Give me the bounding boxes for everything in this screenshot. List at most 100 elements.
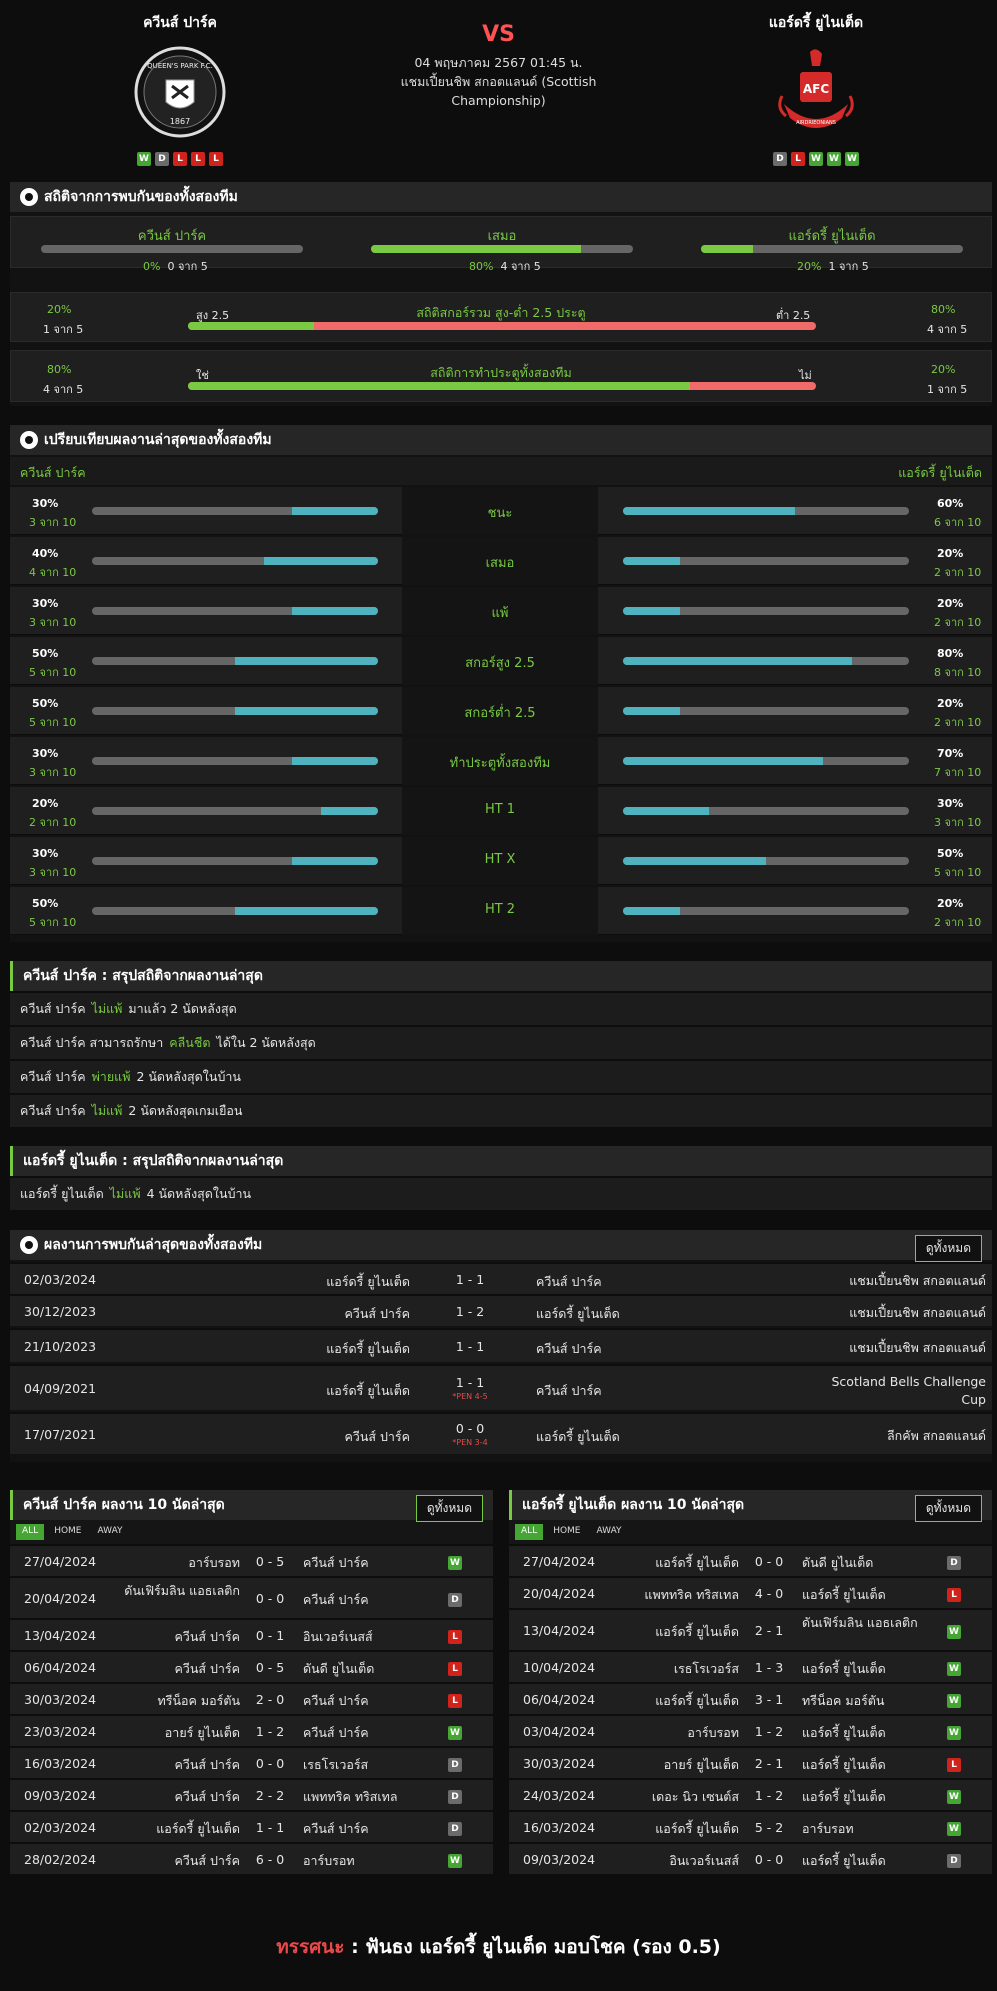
result-score: 0 - 0 — [754, 1852, 784, 1867]
result-away: อาร์บรอท — [802, 1821, 854, 1836]
last10-away-section: แอร์ดรี้ ยูไนเต็ด ผลงาน 10 นัดล่าสุด ดูท… — [509, 1490, 992, 1874]
result-home: ควีนส์ ปาร์ค — [174, 1661, 240, 1676]
tab-home[interactable]: HOME — [553, 1526, 581, 1536]
result-row[interactable]: 13/04/2024 แอร์ดรี้ ยูไนเต็ด 2 - 1 ดันเฟิร์… — [509, 1608, 992, 1650]
result-row[interactable]: 09/03/2024 อินเวอร์เนสส์ 0 - 0 แอร์ดรี้ ยูไ… — [509, 1842, 992, 1874]
h2h-date: 02/03/2024 — [24, 1272, 97, 1287]
away-pct: 70% — [937, 747, 964, 760]
match-league: แชมเปี้ยนชิพ สกอตแลนด์ (Scottish Champio… — [400, 74, 597, 108]
result-row[interactable]: 27/04/2024 อาร์บรอท 0 - 5 ควีนส์ ปาร์ค W — [10, 1544, 493, 1576]
result-badge: D — [947, 1854, 961, 1868]
away-pct: 20% — [937, 897, 964, 910]
prediction-separator: : — [351, 1936, 359, 1958]
away-pct: 20% — [937, 697, 964, 710]
result-row[interactable]: 20/04/2024 แพททริค ทริสเทล 4 - 0 แอร์ดรี้ ย… — [509, 1576, 992, 1608]
result-home: อินเวอร์เนสส์ — [669, 1853, 739, 1868]
h2h-draw-stat: 80% 4 จาก 5 — [469, 260, 541, 273]
away-of: 2 จาก 10 — [934, 616, 982, 629]
result-date: 13/04/2024 — [24, 1628, 97, 1643]
compare-row: 30% 3 จาก 10 ชนะ 60% 6 จาก 10 — [10, 487, 992, 535]
tab-home[interactable]: HOME — [54, 1526, 82, 1536]
away-pct: 30% — [937, 797, 964, 810]
result-row[interactable]: 13/04/2024 ควีนส์ ปาร์ค 0 - 1 อินเวอร์เนสส์… — [10, 1618, 493, 1650]
result-row[interactable]: 16/03/2024 ควีนส์ ปาร์ค 0 - 0 เรธโรเวอร์ส D — [10, 1746, 493, 1778]
btts-right-pct: 20% — [931, 363, 956, 376]
view-all-home-button[interactable]: ดูทั้งหมด — [415, 1495, 483, 1522]
home-bar — [92, 757, 378, 765]
tab-away[interactable]: AWAY — [596, 1526, 622, 1536]
result-row[interactable]: 16/03/2024 แอร์ดรี้ ยูไนเต็ด 5 - 2 อาร์บรอท… — [509, 1810, 992, 1842]
away-bar — [623, 807, 909, 815]
result-row[interactable]: 27/04/2024 แอร์ดรี้ ยูไนเต็ด 0 - 0 ดันดี ยู… — [509, 1544, 992, 1576]
ou-box: 20% 1 จาก 5 สูง 2.5 สถิติสกอร์รวม สูง-ต่… — [10, 292, 992, 342]
result-date: 27/04/2024 — [523, 1554, 596, 1569]
away-bar — [623, 607, 909, 615]
home-bar-fill — [320, 807, 378, 815]
summary-highlight: ไม่แพ้ — [109, 1186, 141, 1201]
compare-row: 30% 3 จาก 10 ทำประตูทั้งสองทีม 70% 7 จาก 10 — [10, 737, 992, 785]
home-bar-fill — [292, 507, 378, 515]
result-score: 1 - 2 — [754, 1788, 784, 1803]
soccer-ball-icon — [20, 1236, 38, 1254]
result-score: 0 - 0 — [255, 1756, 285, 1771]
ou-left-of: 1 จาก 5 — [43, 323, 84, 336]
result-badge: W — [448, 1726, 462, 1740]
result-row[interactable]: 23/03/2024 อายร์ ยูไนเต็ด 1 - 2 ควีนส์ ปาร์… — [10, 1714, 493, 1746]
result-row[interactable]: 30/03/2024 อายร์ ยูไนเต็ด 2 - 1 แอร์ดรี้ ยู… — [509, 1746, 992, 1778]
last10-home-header: ควีนส์ ปาร์ค ผลงาน 10 นัดล่าสุด — [10, 1490, 493, 1520]
view-all-h2h-button[interactable]: ดูทั้งหมด — [914, 1235, 982, 1262]
home-pct: 20% — [32, 797, 59, 810]
h2h-score: 0 - 0 — [455, 1421, 485, 1436]
result-away: แอร์ดรี้ ยูไนเต็ด — [802, 1757, 886, 1772]
result-home: แอร์ดรี้ ยูไนเต็ด — [156, 1821, 240, 1836]
h2h-row[interactable]: 04/09/2021 แอร์ดรี้ ยูไนเต็ด 1 - 1 *PEN 4-5… — [10, 1364, 992, 1410]
away-bar — [623, 557, 909, 565]
prediction-label: ทรรศนะ — [276, 1936, 345, 1958]
result-score: 1 - 3 — [754, 1660, 784, 1675]
h2h-draw-label: เสมอ — [487, 229, 517, 244]
home-pct: 30% — [32, 497, 59, 510]
result-away: แอร์ดรี้ ยูไนเต็ด — [802, 1587, 886, 1602]
result-row[interactable]: 28/02/2024 ควีนส์ ปาร์ค 6 - 0 อาร์บรอท W — [10, 1842, 493, 1874]
h2h-competition: แชมเปี้ยนชิพ สกอตแลนด์ — [849, 1340, 986, 1355]
h2h-competition: แชมเปี้ยนชิพ สกอตแลนด์ — [849, 1305, 986, 1320]
result-badge: W — [947, 1790, 961, 1804]
result-row[interactable]: 02/03/2024 แอร์ดรี้ ยูไนเต็ด 1 - 1 ควีนส์ ป… — [10, 1810, 493, 1842]
compare-label: ชนะ — [487, 506, 513, 521]
tab-all[interactable]: ALL — [16, 1524, 45, 1540]
btts-left-label: ใช่ — [196, 369, 209, 382]
home-pct: 50% — [32, 647, 59, 660]
ou-bar — [188, 322, 816, 330]
compare-label-cell: HT 2 — [402, 887, 598, 935]
result-row[interactable]: 09/03/2024 ควีนส์ ปาร์ค 2 - 2 แพททริค ทริสเ… — [10, 1778, 493, 1810]
h2h-row[interactable]: 02/03/2024 แอร์ดรี้ ยูไนเต็ด 1 - 1 ควีนส์ ป… — [10, 1262, 992, 1294]
h2h-date: 21/10/2023 — [24, 1339, 97, 1354]
view-all-away-button[interactable]: ดูทั้งหมด — [914, 1495, 982, 1522]
result-row[interactable]: 06/04/2024 ควีนส์ ปาร์ค 0 - 5 ดันดี ยูไนเต็… — [10, 1650, 493, 1682]
summary-team: แอร์ดรี้ ยูไนเต็ด — [20, 1186, 104, 1201]
compare-label: ทำประตูทั้งสองทีม — [449, 756, 551, 771]
h2h-row[interactable]: 17/07/2021 ควีนส์ ปาร์ค 0 - 0 *PEN 3-4 แอร์ด… — [10, 1412, 992, 1454]
h2h-away: ควีนส์ ปาร์ค — [536, 1274, 602, 1289]
result-date: 30/03/2024 — [24, 1692, 97, 1707]
result-away: ควีนส์ ปาร์ค — [303, 1693, 369, 1708]
last10-home-title: ควีนส์ ปาร์ค ผลงาน 10 นัดล่าสุด — [23, 1497, 225, 1513]
h2h-row[interactable]: 30/12/2023 ควีนส์ ปาร์ค 1 - 2 แอร์ดรี้ ยูไน… — [10, 1294, 992, 1326]
away-bar-fill — [623, 607, 681, 615]
compare-row: 40% 4 จาก 10 เสมอ 20% 2 จาก 10 — [10, 537, 992, 585]
result-row[interactable]: 06/04/2024 แอร์ดรี้ ยูไนเต็ด 3 - 1 ทรีน็อค … — [509, 1682, 992, 1714]
result-date: 06/04/2024 — [24, 1660, 97, 1675]
result-away: แพททริค ทริสเทล — [303, 1789, 398, 1804]
h2h-stats-header: สถิติจากการพบกันของทั้งสองทีม — [10, 182, 992, 212]
h2h-home: แอร์ดรี้ ยูไนเต็ด — [326, 1341, 410, 1356]
result-row[interactable]: 10/04/2024 เรธโรเวอร์ส 1 - 3 แอร์ดรี้ ยูไนเ… — [509, 1650, 992, 1682]
h2h-row[interactable]: 21/10/2023 แอร์ดรี้ ยูไนเต็ด 1 - 1 ควีนส์ ป… — [10, 1328, 992, 1362]
result-row[interactable]: 24/03/2024 เดอะ นิว เซนต์ส 1 - 2 แอร์ดรี้ ย… — [509, 1778, 992, 1810]
result-row[interactable]: 03/04/2024 อาร์บรอท 1 - 2 แอร์ดรี้ ยูไนเต็ด… — [509, 1714, 992, 1746]
tab-away[interactable]: AWAY — [97, 1526, 123, 1536]
result-row[interactable]: 30/03/2024 ทรีน็อค มอร์ตัน 2 - 0 ควีนส์ ปาร… — [10, 1682, 493, 1714]
result-row[interactable]: 20/04/2024 ดันเฟิร์มลิน แอธเลติก 0 - 0 ควีน… — [10, 1576, 493, 1618]
tab-all[interactable]: ALL — [515, 1524, 544, 1540]
